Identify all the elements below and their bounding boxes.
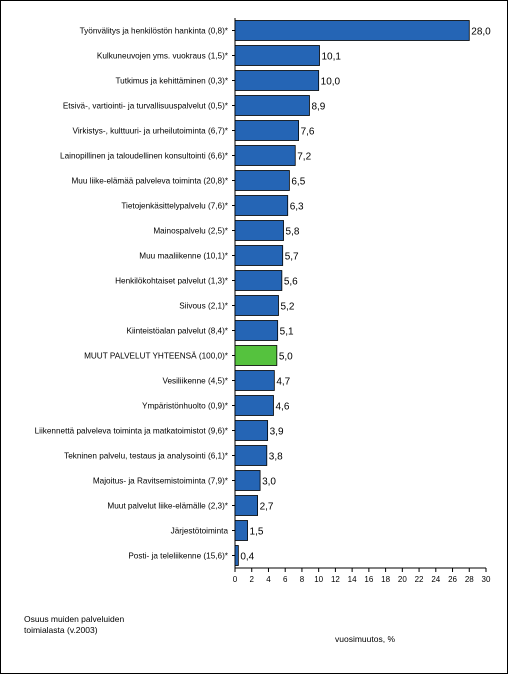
category-label: Etsivä-, vartiointi- ja turvallisuuspalv… xyxy=(63,102,229,111)
value-label: 28,0 xyxy=(471,27,491,38)
bar xyxy=(234,45,320,66)
bar xyxy=(234,270,283,291)
value-label: 3,9 xyxy=(270,427,284,438)
category-label: Järjestötoiminta xyxy=(171,527,229,536)
bar xyxy=(234,120,299,141)
x-tick-label: 18 xyxy=(381,575,390,584)
x-tick-label: 22 xyxy=(415,575,424,584)
bar xyxy=(234,395,274,416)
category-label: Tutkimus ja kehittäminen (0,3)* xyxy=(115,77,228,86)
category-label: Muu liike-elämää palveleva toiminta (20,… xyxy=(71,177,228,186)
value-label: 6,3 xyxy=(290,202,304,213)
x-tick-label: 30 xyxy=(482,575,491,584)
value-label: 10,1 xyxy=(322,52,342,63)
category-label: Mainospalvelu (2,5)* xyxy=(153,227,228,236)
x-tick-label: 20 xyxy=(398,575,407,584)
value-label: 4,6 xyxy=(275,402,289,413)
category-label: Lainopillinen ja taloudellinen konsultoi… xyxy=(60,152,229,161)
category-label: Vesiliikenne (4,5)* xyxy=(162,377,228,386)
bar xyxy=(234,495,258,516)
value-label: 5,2 xyxy=(281,302,295,313)
value-label: 1,5 xyxy=(250,527,264,538)
bar xyxy=(234,470,261,491)
bar xyxy=(234,520,248,541)
value-label: 3,8 xyxy=(269,452,283,463)
category-label: Liikennettä palveleva toiminta ja matkat… xyxy=(35,427,229,436)
category-label: Tietojenkäsittelypalvelu (7,6)* xyxy=(121,202,228,211)
value-label: 2,7 xyxy=(260,502,274,513)
category-label: Majoitus- ja Ravitsemistoiminta (7,9)* xyxy=(93,477,229,486)
category-label: MUUT PALVELUT YHTEENSÄ (100,0)* xyxy=(84,351,229,361)
bar xyxy=(234,145,296,166)
x-tick-label: 14 xyxy=(348,575,357,584)
value-label: 3,0 xyxy=(262,477,276,488)
category-label: Posti- ja teleliikenne (15,6)* xyxy=(128,552,228,561)
value-label: 7,2 xyxy=(297,152,311,163)
x-tick-label: 10 xyxy=(314,575,323,584)
share-note-line-2: toimialasta (v.2003) xyxy=(24,625,98,635)
x-tick-label: 0 xyxy=(233,575,238,584)
bar xyxy=(234,370,275,391)
bar xyxy=(234,445,268,466)
x-tick-label: 16 xyxy=(364,575,373,584)
x-tick-label: 2 xyxy=(250,575,255,584)
x-tick-label: 8 xyxy=(300,575,305,584)
category-label: Muut palvelut liike-elämälle (2,3)* xyxy=(107,502,228,511)
category-label: Henkilökohtaiset palvelut (1,3)* xyxy=(115,277,229,286)
x-tick-label: 26 xyxy=(448,575,457,584)
value-label: 5,7 xyxy=(285,252,299,263)
bar xyxy=(234,320,279,341)
value-label: 5,0 xyxy=(279,352,293,363)
category-label: Virkistys-, kulttuuri- ja urheilutoimint… xyxy=(73,127,229,136)
share-note: Osuus muiden palveluiden toimialasta (v.… xyxy=(24,614,124,636)
category-label: Tekninen palvelu, testaus ja analysointi… xyxy=(64,452,229,461)
category-label: Kulkuneuvojen yms. vuokraus (1,5)* xyxy=(97,52,229,61)
value-label: 4,7 xyxy=(276,377,290,388)
x-tick-label: 28 xyxy=(465,575,474,584)
category-label: Työnvälitys ja henkilöstön hankinta (0,8… xyxy=(80,27,229,36)
value-label: 5,6 xyxy=(284,277,298,288)
value-label: 6,5 xyxy=(291,177,305,188)
value-label: 5,1 xyxy=(280,327,294,338)
category-label: Kiinteistöalan palvelut (8,4)* xyxy=(127,327,229,336)
x-tick-label: 12 xyxy=(331,575,340,584)
value-label: 8,9 xyxy=(311,102,325,113)
x-tick-label: 24 xyxy=(431,575,440,584)
bar xyxy=(234,420,269,441)
category-label: Siivous (2,1)* xyxy=(179,302,229,311)
bar xyxy=(234,220,284,241)
bar xyxy=(234,95,310,116)
share-note-line-1: Osuus muiden palveluiden xyxy=(24,614,125,624)
category-label: Muu maaliikenne (10,1)* xyxy=(139,252,229,261)
bar xyxy=(234,170,290,191)
value-label: 0,4 xyxy=(240,552,254,563)
category-label: Ympäristönhuolto (0,9)* xyxy=(142,402,229,411)
bar xyxy=(234,345,278,366)
x-axis-label: vuosimuutos, % xyxy=(335,634,395,644)
bar xyxy=(234,545,239,566)
bar xyxy=(234,195,289,216)
bar xyxy=(234,295,279,316)
bar xyxy=(234,20,470,41)
x-tick-label: 6 xyxy=(283,575,288,584)
value-label: 10,0 xyxy=(321,77,341,88)
value-label: 7,6 xyxy=(301,127,315,138)
bar xyxy=(234,245,284,266)
x-tick-label: 4 xyxy=(266,575,271,584)
value-label: 5,8 xyxy=(286,227,300,238)
bar xyxy=(234,70,320,91)
